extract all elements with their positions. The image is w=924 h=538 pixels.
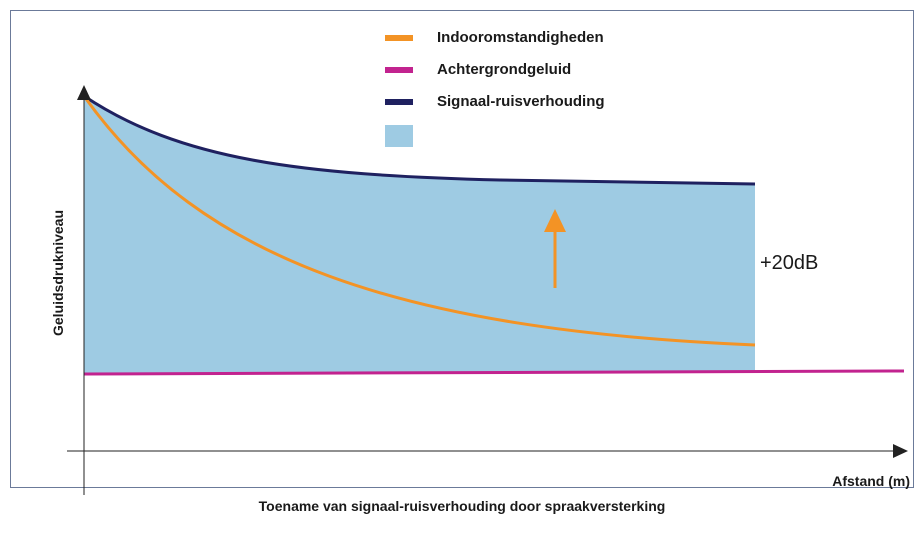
background-line <box>83 369 905 376</box>
legend-swatch <box>385 99 413 105</box>
gain-area <box>84 96 755 373</box>
y-axis-label: Geluidsdrukniveau <box>50 210 66 336</box>
gain-arrowhead <box>544 209 566 232</box>
frame <box>10 10 914 488</box>
y-axis-arrow <box>77 85 91 100</box>
x-axis-arrow <box>893 444 908 458</box>
legend-label: Signaal-ruisverhouding <box>437 93 605 110</box>
legend-swatch <box>385 35 413 41</box>
legend-label: Achtergrondgeluid <box>437 61 571 78</box>
indoor-curve <box>82 95 756 347</box>
x-axis-label: Afstand (m) <box>832 473 910 489</box>
legend-label: Indooromstandigheden <box>437 29 604 46</box>
legend-swatch <box>385 67 413 73</box>
legend-swatch <box>385 125 413 147</box>
annotation: +20dB <box>760 252 818 274</box>
snr-curve <box>83 94 756 186</box>
caption: Toename van signaal-ruisverhouding door … <box>259 498 666 514</box>
